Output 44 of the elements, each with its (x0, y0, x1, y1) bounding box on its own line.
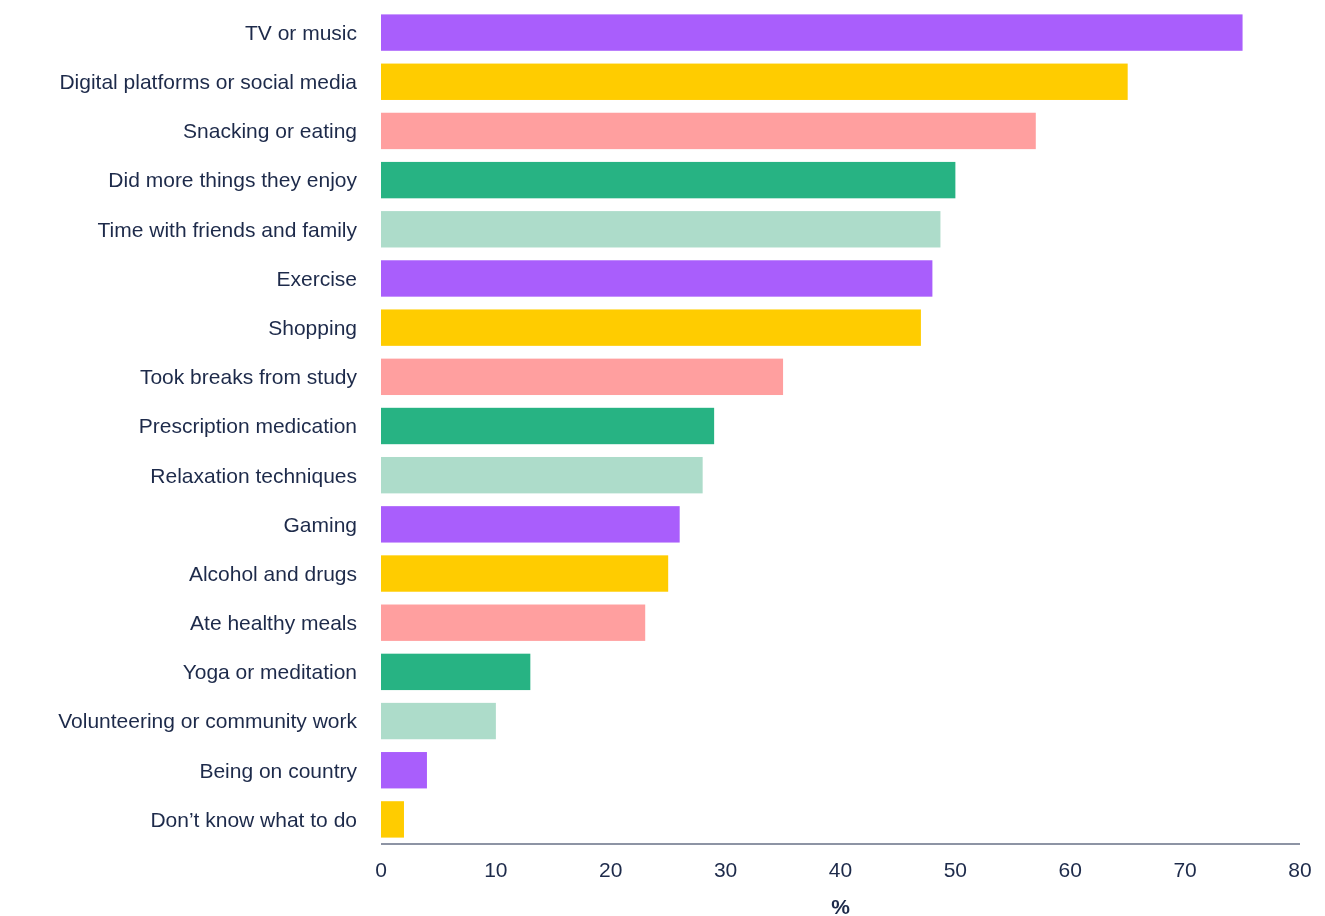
y-tick-label: Gaming (283, 512, 357, 536)
x-tick-label: 60 (1058, 858, 1082, 881)
bar (381, 456, 703, 494)
y-tick-label: Did more things they enjoy (108, 168, 358, 192)
bar (381, 309, 921, 346)
bar (381, 161, 956, 199)
y-tick-label: Yoga or meditation (182, 660, 357, 684)
x-tick-label: 50 (943, 858, 968, 881)
x-tick-label: 30 (713, 858, 738, 881)
bar (381, 801, 404, 838)
x-tick-label: 10 (484, 858, 508, 881)
x-tick-label: 20 (599, 858, 623, 881)
y-tick-label: Prescription medication (138, 414, 357, 438)
y-tick-label: TV or music (244, 20, 357, 44)
bar (381, 407, 715, 445)
bar (381, 14, 1243, 51)
bar (381, 555, 669, 592)
y-tick-label: Ate healthy meals (190, 611, 357, 635)
bar (381, 506, 680, 543)
x-tick-label: 0 (375, 858, 387, 881)
bar (381, 63, 1128, 100)
y-tick-label: Being on country (199, 758, 358, 782)
bar (381, 752, 427, 789)
x-tick-label: 70 (1173, 858, 1197, 881)
bar (381, 260, 933, 297)
y-tick-label: Relaxation techniques (150, 463, 357, 487)
y-tick-label: Snacking or eating (183, 119, 357, 143)
bar (381, 653, 531, 691)
y-tick-label: Alcohol and drugs (188, 561, 357, 585)
y-tick-label: Took breaks from study (139, 365, 358, 389)
y-tick-label: Exercise (276, 266, 357, 290)
x-tick-label: 40 (828, 858, 853, 881)
bar (381, 702, 496, 740)
y-tick-label: Shopping (268, 316, 357, 339)
y-tick-label: Volunteering or community work (58, 709, 358, 733)
x-axis-title: % (831, 895, 851, 916)
x-tick-label: 80 (1288, 858, 1312, 881)
y-tick-label: Time with friends and family (97, 217, 358, 241)
y-tick-label: Digital platforms or social media (59, 70, 358, 94)
bar (381, 112, 1036, 150)
bar (381, 604, 646, 641)
y-tick-label: Don’t know what to do (150, 807, 357, 831)
bar (381, 211, 941, 248)
bar (381, 358, 784, 396)
